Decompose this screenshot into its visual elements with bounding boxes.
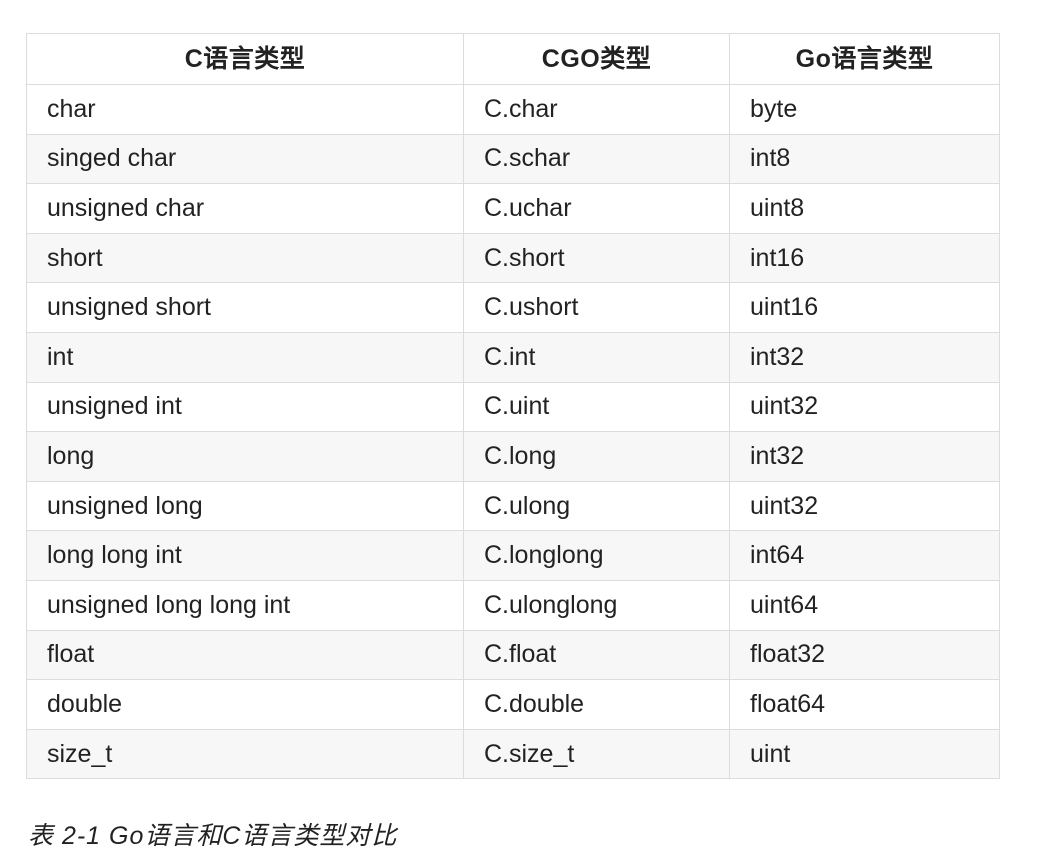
c-type-cell: singed char	[26, 133, 464, 185]
table-row: long C.long int32	[26, 431, 1000, 482]
c-type-cell: long long int	[26, 530, 464, 581]
go-type-cell: int32	[729, 431, 1000, 482]
table-row: char C.char byte	[26, 84, 1000, 135]
table-row: unsigned short C.ushort uint16	[26, 282, 1000, 333]
go-type-cell: uint32	[729, 480, 1000, 532]
c-type-cell: short	[26, 232, 464, 284]
table-row: float C.float float32	[26, 629, 1000, 681]
go-type-cell: uint8	[729, 183, 1000, 234]
cgo-type-cell: C.ushort	[463, 282, 730, 333]
table-row: singed char C.schar int8	[26, 133, 1000, 185]
go-type-cell: uint32	[729, 381, 1000, 433]
c-type-cell: float	[26, 629, 464, 681]
table-row: size_t C.size_t uint	[26, 728, 1000, 780]
cgo-type-cell: C.ulonglong	[463, 579, 730, 631]
cgo-type-cell: C.uchar	[463, 183, 730, 234]
go-type-cell: uint16	[729, 282, 1000, 333]
table-row: long long int C.longlong int64	[26, 530, 1000, 581]
table-row: unsigned char C.uchar uint8	[26, 183, 1000, 234]
c-type-cell: long	[26, 431, 464, 482]
header-go-type: Go语言类型	[729, 33, 1000, 85]
cgo-type-cell: C.float	[463, 629, 730, 681]
go-type-cell: int8	[729, 133, 1000, 185]
header-cgo-type: CGO类型	[463, 33, 730, 85]
cgo-type-cell: C.char	[463, 84, 730, 135]
go-type-cell: byte	[729, 84, 1000, 135]
go-type-cell: uint	[729, 728, 1000, 780]
c-type-cell: unsigned long long int	[26, 579, 464, 631]
go-type-cell: int16	[729, 232, 1000, 284]
cgo-type-cell: C.ulong	[463, 480, 730, 532]
cgo-type-cell: C.schar	[463, 133, 730, 185]
c-type-cell: int	[26, 331, 464, 383]
go-type-cell: float64	[729, 679, 1000, 730]
c-type-cell: unsigned short	[26, 282, 464, 333]
go-type-cell: int32	[729, 331, 1000, 383]
go-type-cell: uint64	[729, 579, 1000, 631]
cgo-type-cell: C.int	[463, 331, 730, 383]
c-type-cell: double	[26, 679, 464, 730]
table-row: int C.int int32	[26, 331, 1000, 383]
c-type-cell: unsigned long	[26, 480, 464, 532]
table-row: unsigned int C.uint uint32	[26, 381, 1000, 433]
cgo-type-cell: C.long	[463, 431, 730, 482]
c-type-cell: unsigned int	[26, 381, 464, 433]
go-type-cell: float32	[729, 629, 1000, 681]
cgo-type-cell: C.double	[463, 679, 730, 730]
go-type-cell: int64	[729, 530, 1000, 581]
cgo-type-cell: C.size_t	[463, 728, 730, 780]
c-type-cell: unsigned char	[26, 183, 464, 234]
type-mapping-table-container: C语言类型 CGO类型 Go语言类型 char C.char byte singed …	[26, 33, 1000, 780]
table-caption: 表 2-1 Go语言和C语言类型对比	[28, 822, 398, 850]
table-body: char C.char byte singed char C.schar int8 unsi…	[26, 84, 1000, 780]
cgo-type-cell: C.short	[463, 232, 730, 284]
c-type-cell: char	[26, 84, 464, 135]
header-c-type: C语言类型	[26, 33, 464, 85]
table-row: unsigned long C.ulong uint32	[26, 480, 1000, 532]
c-type-cell: size_t	[26, 728, 464, 780]
type-mapping-table: C语言类型 CGO类型 Go语言类型 char C.char byte singed …	[26, 33, 1000, 780]
table-row: double C.double float64	[26, 679, 1000, 730]
cgo-type-cell: C.longlong	[463, 530, 730, 581]
table-header-row: C语言类型 CGO类型 Go语言类型	[26, 33, 1000, 85]
table-row: short C.short int16	[26, 232, 1000, 284]
cgo-type-cell: C.uint	[463, 381, 730, 433]
table-row: unsigned long long int C.ulonglong uint64	[26, 579, 1000, 631]
